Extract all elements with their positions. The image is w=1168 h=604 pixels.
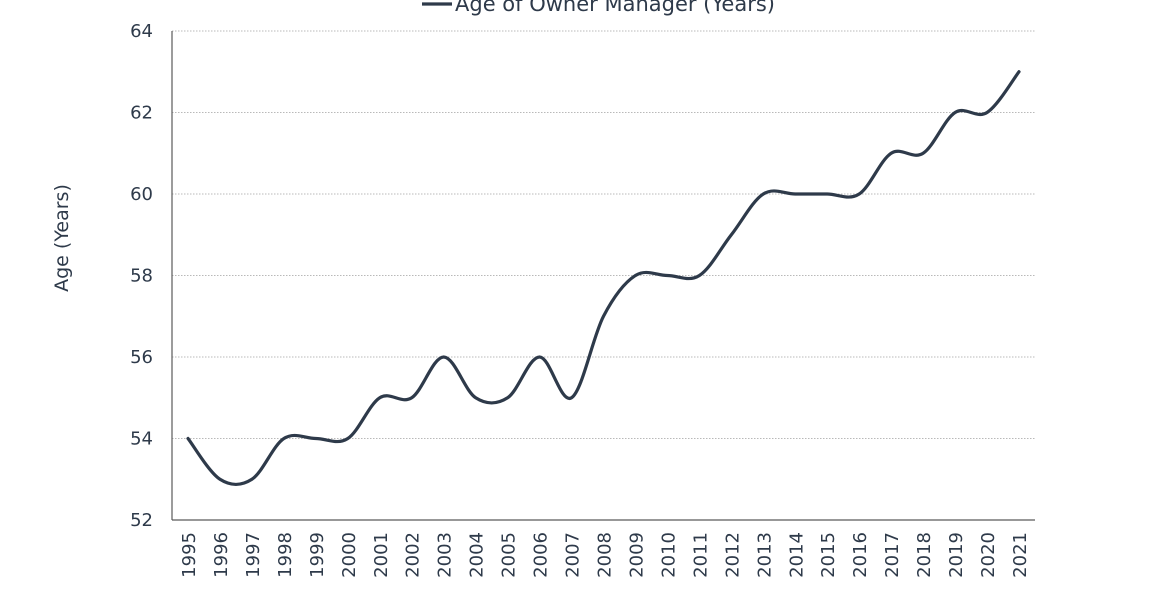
legend: Age of Owner Manager (Years)	[422, 0, 775, 16]
x-tick-label: 2000	[339, 532, 360, 578]
x-tick-label: 2012	[722, 532, 743, 578]
x-tick-label: 2007	[563, 532, 584, 578]
y-tick-label: 56	[130, 347, 153, 368]
x-tick-labels: 1995 1996 1997 1998 1999 2000 2001 2002 2003 2004…	[179, 532, 1031, 578]
x-tick-label: 1998	[275, 532, 296, 578]
x-tick-label: 2010	[658, 532, 679, 578]
x-tick-label: 1999	[307, 532, 328, 578]
x-tick-label: 1996	[211, 532, 232, 578]
x-tick-label: 2003	[435, 532, 456, 578]
y-tick-label: 62	[130, 103, 153, 124]
series-line-0	[186, 70, 1021, 487]
x-tick-label: 2011	[690, 532, 711, 578]
x-tick-label: 2006	[531, 532, 552, 578]
gridlines	[172, 30, 1035, 439]
x-tick-label: 2019	[946, 532, 967, 578]
x-tick-label: 2013	[754, 532, 775, 578]
y-tick-label: 60	[130, 184, 153, 205]
x-tick-label: 2005	[499, 532, 520, 578]
x-tick-label: 2002	[403, 532, 424, 578]
x-tick-label: 2014	[786, 532, 807, 578]
x-tick-label: 1997	[243, 532, 264, 578]
y-tick-labels: 52 54 56 58 60 62 64	[130, 21, 153, 531]
y-tick-label: 54	[130, 429, 153, 450]
x-tick-label: 2015	[818, 532, 839, 578]
series	[186, 70, 1021, 487]
y-tick-label: 64	[130, 21, 153, 42]
axes	[171, 31, 1035, 521]
x-tick-label: 2020	[978, 532, 999, 578]
y-tick-label: 58	[130, 266, 153, 287]
y-tick-label: 52	[130, 510, 153, 531]
x-tick-label: 2001	[371, 532, 392, 578]
x-tick-label: 2018	[914, 532, 935, 578]
x-tick-label: 2021	[1010, 532, 1031, 578]
x-tick-label: 2016	[850, 532, 871, 578]
legend-label: Age of Owner Manager (Years)	[455, 0, 775, 16]
y-axis-title: Age (Years)	[51, 184, 73, 292]
x-tick-label: 2017	[882, 532, 903, 578]
x-tick-label: 2009	[626, 532, 647, 578]
x-tick-label: 1995	[179, 532, 200, 578]
x-tick-label: 2008	[595, 532, 616, 578]
x-tick-label: 2004	[467, 532, 488, 578]
